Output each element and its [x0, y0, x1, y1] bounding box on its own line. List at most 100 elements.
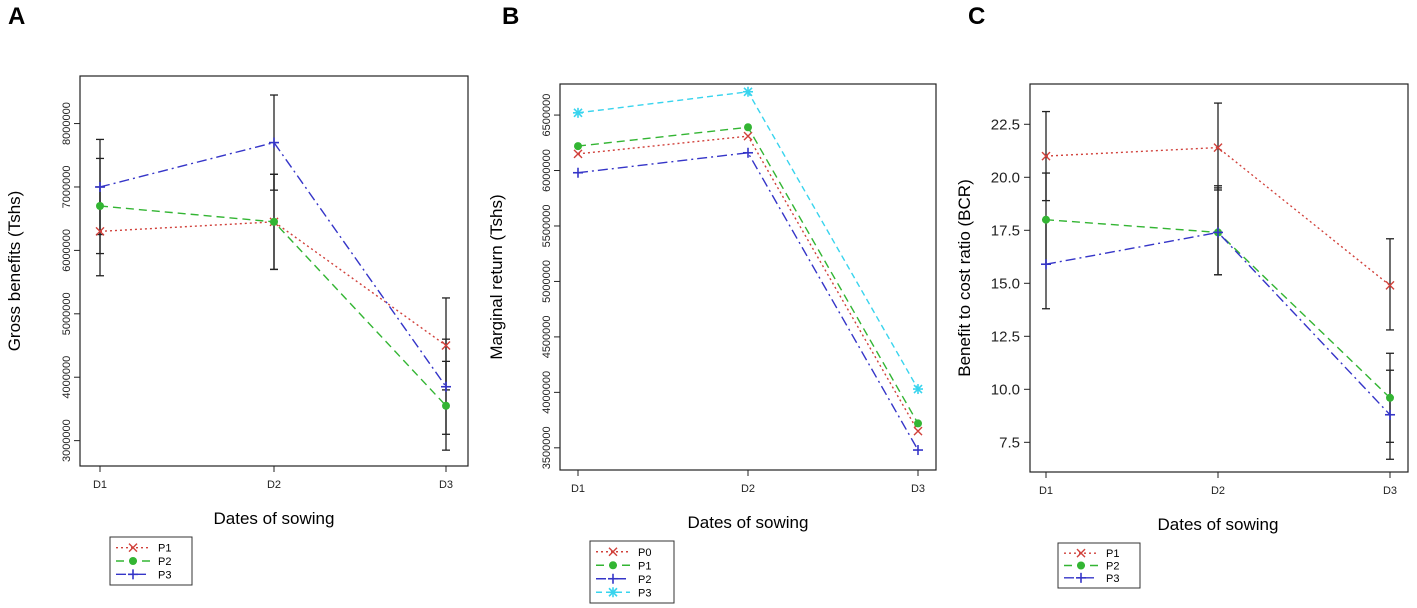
- legend-item-c-p3: P3: [1064, 572, 1119, 585]
- data-point-b-p1: [914, 419, 922, 428]
- x-tick-label-b: D3: [911, 483, 925, 495]
- data-point-a-p1: [95, 226, 105, 236]
- legend-label-a: P2: [158, 556, 171, 568]
- legend-label-c: P2: [1106, 561, 1119, 573]
- y-tick-label-c: 12.5: [991, 328, 1020, 345]
- y-tick-label-c: 10.0: [991, 381, 1020, 398]
- y-tick-label-b: 3500000: [541, 426, 553, 469]
- data-point-b-p0: [913, 426, 923, 436]
- legend-marker-b: [608, 547, 618, 557]
- data-point-b-p3: [743, 86, 753, 97]
- data-point-c-p3: [1385, 409, 1395, 420]
- panel-a: A D1 D2 D3 3000000 4000000 5000000 6000000 7000…: [5, 3, 469, 586]
- data-point-a-p2: [442, 401, 450, 410]
- plot-frame-b: [559, 83, 937, 471]
- y-axis-title-c: Benefit to cost ratio (BCR): [955, 179, 974, 376]
- data-point-a-p2: [270, 217, 278, 226]
- y-tick-label-c: 15.0: [991, 275, 1020, 292]
- data-point-b-p2: [573, 167, 583, 178]
- series-line-b-p0: [577, 135, 919, 432]
- legend-item-b-p3: P3: [596, 587, 651, 599]
- legend-label-b: P0: [638, 547, 651, 559]
- legend-item-c-p1: P1: [1064, 548, 1119, 560]
- y-tick-label-a: 4000000: [61, 356, 73, 399]
- series-line-a-p2: [99, 205, 447, 407]
- legend-label-a: P1: [158, 543, 171, 555]
- error-bar-c-p1: [1386, 238, 1394, 331]
- y-tick-label-b: 4500000: [541, 315, 553, 358]
- plot-area-a: D1 D2 D3 3000000 4000000 5000000 6000000 700000…: [61, 94, 453, 491]
- y-tick-label-a: 7000000: [61, 166, 73, 209]
- legend-marker-c: [1076, 572, 1086, 583]
- data-point-b-p3: [573, 107, 583, 118]
- x-tick-label-b: D1: [571, 483, 585, 495]
- plot-area-c: D1 D2 D3 7.5 10.0 12.5 15.0 17.5 20.0 22.5: [991, 102, 1397, 497]
- data-point-a-p2: [96, 202, 104, 210]
- legend-label-a: P3: [158, 569, 171, 581]
- y-tick-label-b: 6500000: [541, 94, 553, 137]
- data-point-a-p1: [441, 341, 451, 351]
- data-point-b-p0: [743, 131, 753, 141]
- data-point-b-p1: [744, 123, 752, 132]
- data-point-b-p2: [913, 445, 923, 456]
- data-point-c-p2: [1386, 393, 1394, 402]
- y-tick-label-b: 5500000: [541, 205, 553, 248]
- legend-item-b-p2: P2: [596, 573, 651, 586]
- y-tick-label-c: 7.5: [999, 434, 1020, 451]
- x-tick-label-c: D2: [1211, 485, 1225, 497]
- panel-b: B D1 D2 D3 3500000 4000000 4500000 5000000 5500…: [487, 3, 937, 604]
- y-axis-title-a: Gross benefits (Tshs): [5, 191, 24, 352]
- y-tick-label-a: 8000000: [61, 102, 73, 145]
- data-point-b-p2: [743, 147, 753, 158]
- y-tick-label-b: 5000000: [541, 260, 553, 303]
- data-point-c-p1: [1041, 151, 1051, 161]
- data-point-b-p1: [574, 142, 582, 151]
- legend-item-b-p1: P1: [596, 560, 651, 572]
- data-point-c-p3: [1213, 227, 1223, 238]
- x-tick-label-a: D3: [439, 479, 453, 491]
- panel-c: C D1 D2 D3 7.5 10.0 12.5 15.0 17.5 20.0 22.5 Date…: [955, 3, 1409, 589]
- legend-marker-a: [128, 543, 138, 553]
- panel-label-c: C: [968, 3, 985, 30]
- x-tick-label-a: D2: [267, 479, 281, 491]
- y-tick-label-b: 6000000: [541, 149, 553, 192]
- legend-marker-c: [1077, 561, 1085, 570]
- y-axis-title-b: Marginal return (Tshs): [487, 194, 506, 359]
- data-point-a-p3: [269, 137, 279, 148]
- data-point-c-p1: [1385, 280, 1395, 290]
- legend-item-a-p3: P3: [116, 569, 171, 581]
- y-tick-label-a: 3000000: [61, 419, 73, 462]
- legend-marker-b: [608, 587, 618, 598]
- y-tick-label-b: 4000000: [541, 371, 553, 414]
- data-point-a-p3: [95, 181, 105, 192]
- legend-item-a-p1: P1: [116, 543, 171, 555]
- legend-marker-b: [609, 561, 617, 570]
- series-line-b-p1: [577, 126, 919, 424]
- legend-label-b: P1: [638, 560, 651, 572]
- legend-marker-a: [129, 557, 137, 565]
- legend-label-b: P2: [638, 574, 651, 586]
- x-axis-title-a: Dates of sowing: [214, 509, 335, 528]
- data-point-c-p2: [1042, 215, 1050, 224]
- legend-label-c: P1: [1106, 548, 1119, 560]
- plot-area-b: D1 D2 D3 3500000 4000000 4500000 5000000 550000…: [541, 86, 925, 495]
- x-axis-title-b: Dates of sowing: [688, 513, 809, 532]
- y-tick-label-c: 17.5: [991, 222, 1020, 239]
- data-point-c-p1: [1213, 143, 1223, 153]
- series-line-a-p1: [99, 221, 447, 347]
- error-bar-c-p1: [1214, 102, 1222, 191]
- y-tick-label-a: 5000000: [61, 292, 73, 335]
- legend-box-b: [589, 540, 675, 604]
- y-tick-label-a: 6000000: [61, 229, 73, 272]
- data-point-b-p0: [573, 149, 583, 159]
- legend-label-b: P3: [638, 587, 651, 599]
- legend-marker-c: [1076, 548, 1086, 558]
- x-tick-label-b: D2: [741, 483, 755, 495]
- data-point-a-p3: [441, 381, 451, 392]
- y-tick-label-c: 20.0: [991, 169, 1020, 186]
- legend-item-b-p0: P0: [596, 547, 651, 559]
- plot-frame-c: [1029, 83, 1409, 473]
- series-line-b-p2: [577, 152, 919, 451]
